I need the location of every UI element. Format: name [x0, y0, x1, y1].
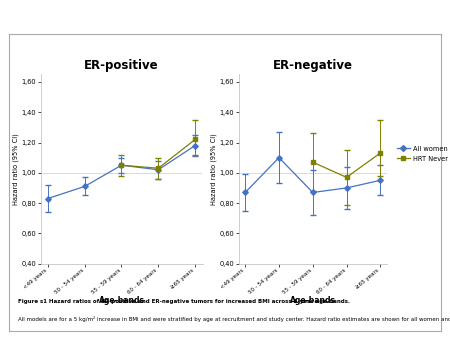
Legend: All women, HRT Never users: All women, HRT Never users — [394, 143, 450, 165]
Title: ER-negative: ER-negative — [273, 59, 353, 72]
X-axis label: Age-bands: Age-bands — [290, 296, 336, 306]
Text: Figure s1 Hazard ratios of ER-positive and ER-negative tumors for increased BMI : Figure s1 Hazard ratios of ER-positive a… — [18, 299, 350, 304]
Title: ER-positive: ER-positive — [84, 59, 159, 72]
Y-axis label: Hazard ratio (95% CI): Hazard ratio (95% CI) — [12, 133, 19, 205]
Text: All models are for a 5 kg/m² increase in BMI and were stratified by age at recru: All models are for a 5 kg/m² increase in… — [18, 316, 450, 322]
Y-axis label: Hazard ratio (95% CI): Hazard ratio (95% CI) — [210, 133, 217, 205]
X-axis label: Age-bands: Age-bands — [99, 296, 144, 306]
